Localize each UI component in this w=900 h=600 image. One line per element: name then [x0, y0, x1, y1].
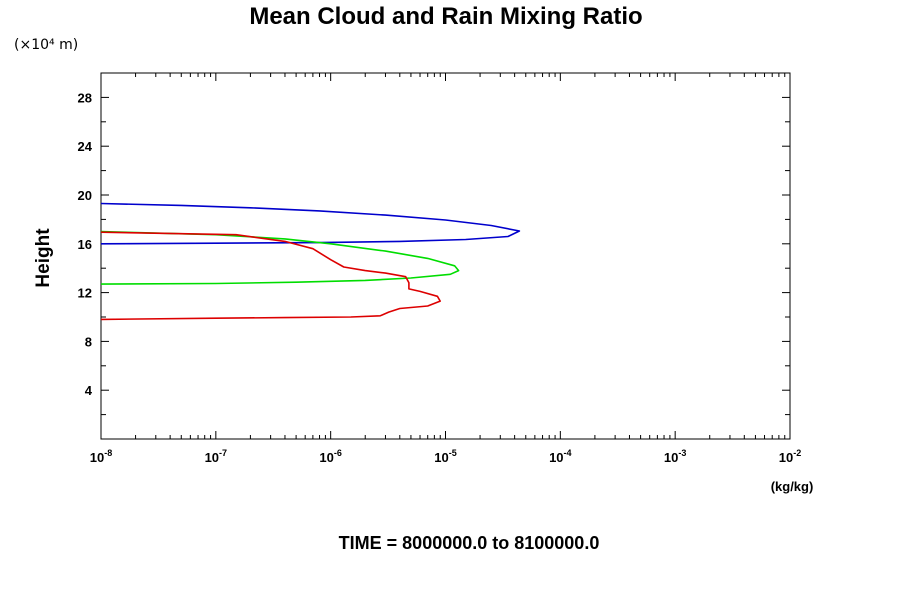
y-tick-label: 28 [78, 90, 92, 105]
y-tick-label: 24 [78, 139, 93, 154]
x-tick-label: 10-7 [205, 448, 227, 465]
y-tick-label: 12 [78, 286, 92, 301]
y-tick-label: 20 [78, 188, 92, 203]
x-tick-label: 10-6 [319, 448, 341, 465]
y-tick-label: 16 [78, 237, 92, 252]
y-scale-label: (×10⁴ m) [14, 37, 78, 53]
y-axis-label: Height [33, 228, 54, 288]
x-tick-label: 10-3 [664, 448, 686, 465]
series-line-1 [100, 202, 521, 245]
y-tick-label: 8 [85, 334, 92, 349]
plot-frame [100, 72, 791, 440]
x-tick-labels: 10-8 10-7 10-6 10-5 10-4 10-3 10-2 [90, 448, 801, 465]
x-axis-units-label: (kg/kg) [771, 479, 814, 494]
series-line-2 [100, 230, 460, 285]
series-line-3 [100, 231, 441, 321]
x-tick-label: 10-8 [90, 448, 112, 465]
y-tick-labels: 4 8 12 16 20 24 28 [78, 90, 93, 398]
x-tick-label: 10-2 [779, 448, 801, 465]
x-tick-label: 10-5 [434, 448, 456, 465]
y-tick-label: 4 [85, 383, 93, 398]
time-range-label: TIME = 8000000.0 to 8100000.0 [339, 533, 600, 553]
chart-title: Mean Cloud and Rain Mixing Ratio [249, 3, 642, 30]
minor-ticks [100, 73, 790, 439]
series-group [100, 202, 521, 321]
x-tick-label: 10-4 [549, 448, 571, 465]
